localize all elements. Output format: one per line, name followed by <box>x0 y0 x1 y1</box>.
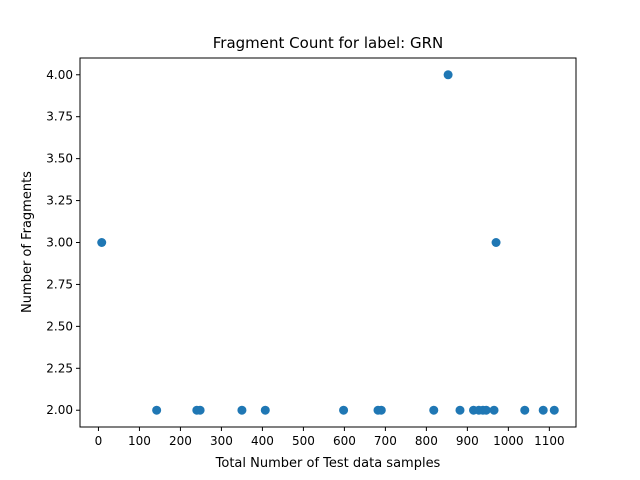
x-tick-label: 1100 <box>534 434 565 448</box>
scatter-point <box>152 405 162 415</box>
x-tick-label: 400 <box>251 434 274 448</box>
x-tick-label: 800 <box>415 434 438 448</box>
scatter-point <box>237 405 247 415</box>
y-tick-label: 3.25 <box>46 194 73 208</box>
scatter-point <box>549 405 559 415</box>
scatter-point <box>491 238 501 247</box>
x-tick-label: 500 <box>292 434 315 448</box>
scatter-point <box>455 405 465 415</box>
x-axis-ticks: 0 100 200 300 400 500 600 700 800 900 1000 1100 <box>95 427 565 448</box>
y-axis-label: Number of Fragments <box>20 171 35 313</box>
plot-area <box>97 70 559 415</box>
x-tick-label: 600 <box>333 434 356 448</box>
scatter-point <box>489 405 499 415</box>
y-tick-label: 3.00 <box>46 236 73 250</box>
chart-title: Fragment Count for label: GRN <box>213 34 444 52</box>
scatter-point <box>538 405 548 415</box>
x-axis-label: Total Number of Test data samples <box>215 456 441 471</box>
x-tick-label: 200 <box>169 434 192 448</box>
x-tick-label: 1000 <box>493 434 524 448</box>
y-tick-label: 2.75 <box>46 277 73 291</box>
x-tick-label: 900 <box>456 434 479 448</box>
plot-frame <box>79 57 577 428</box>
x-tick-label: 700 <box>374 434 397 448</box>
y-tick-label: 4.00 <box>46 68 73 82</box>
x-tick-label: 0 <box>95 434 103 448</box>
scatter-point <box>443 70 453 80</box>
y-tick-label: 2.25 <box>46 361 73 375</box>
scatter-point <box>195 405 205 415</box>
scatter-point <box>520 405 530 415</box>
x-tick-label: 300 <box>210 434 233 448</box>
scatter-point <box>339 405 349 415</box>
x-tick-label: 100 <box>128 434 151 448</box>
scatter-point <box>97 238 107 247</box>
scatter-point <box>260 405 270 415</box>
y-axis-ticks: 2.00 2.25 2.50 2.75 3.00 3.25 3.50 3.75 4.00 <box>46 68 80 417</box>
y-tick-label: 2.50 <box>46 319 73 333</box>
y-tick-label: 3.50 <box>46 152 73 166</box>
scatter-point <box>481 405 491 415</box>
scatter-point <box>376 405 386 415</box>
y-tick-label: 2.00 <box>46 403 73 417</box>
y-tick-label: 3.75 <box>46 110 73 124</box>
scatter-point <box>429 405 439 415</box>
